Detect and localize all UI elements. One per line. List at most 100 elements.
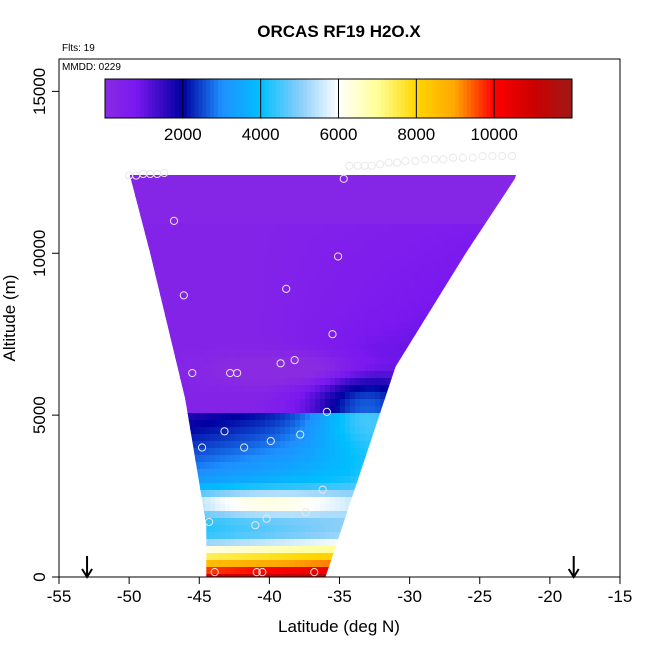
heat-cell — [325, 413, 331, 421]
heat-cell — [300, 483, 306, 491]
heat-cell — [440, 259, 446, 267]
heat-cell — [320, 245, 326, 253]
heat-cell — [150, 448, 156, 456]
heat-cell — [520, 399, 522, 407]
heat-cell — [200, 336, 206, 344]
heat-cell — [230, 448, 236, 456]
heat-cell — [175, 287, 181, 295]
heat-cell — [385, 343, 391, 351]
heat-cell — [390, 490, 396, 498]
heat-cell — [215, 280, 221, 288]
heat-cell — [440, 469, 446, 477]
heat-cell — [450, 427, 456, 435]
heat-cell — [520, 175, 522, 183]
heat-cell — [360, 490, 366, 498]
heat-cell — [385, 553, 391, 561]
heat-cell — [190, 518, 196, 526]
heat-cell — [190, 357, 196, 365]
heat-cell — [410, 560, 416, 568]
heat-cell — [510, 308, 516, 316]
heat-cell — [140, 182, 146, 190]
heat-cell — [175, 392, 181, 400]
heat-cell — [325, 266, 331, 274]
heat-cell — [380, 371, 386, 379]
heat-cell — [325, 252, 331, 260]
heat-cell — [480, 301, 486, 309]
heat-cell — [445, 252, 451, 260]
heat-cell — [265, 420, 271, 428]
heat-cell — [520, 511, 522, 519]
heat-cell — [455, 462, 461, 470]
heat-cell — [235, 420, 241, 428]
heat-cell — [215, 392, 221, 400]
heat-cell — [450, 203, 456, 211]
heat-cell — [255, 357, 261, 365]
flight-point — [488, 152, 497, 161]
heat-cell — [240, 406, 246, 414]
heat-cell — [475, 567, 481, 575]
heat-cell — [295, 329, 301, 337]
heat-cell — [355, 469, 361, 477]
heat-cell — [285, 294, 291, 302]
heat-cell — [165, 357, 171, 365]
heat-cell — [175, 483, 181, 491]
heat-cell — [505, 483, 511, 491]
colorbar-cell — [252, 79, 258, 118]
heat-cell — [200, 364, 206, 372]
heat-cell — [390, 567, 396, 575]
heat-cell — [460, 315, 466, 323]
heat-cell — [515, 385, 521, 393]
heat-cell — [180, 385, 186, 393]
heat-cell — [405, 518, 411, 526]
heat-cell — [360, 574, 366, 577]
heat-cell — [420, 294, 426, 302]
heat-cell — [155, 266, 161, 274]
heat-cell — [170, 406, 176, 414]
heat-cell — [230, 567, 236, 575]
heat-cell — [250, 385, 256, 393]
heat-cell — [135, 420, 141, 428]
heat-cell — [360, 343, 366, 351]
heat-cell — [440, 567, 446, 575]
heat-cell — [205, 322, 211, 330]
heat-cell — [270, 448, 276, 456]
heat-cell — [390, 371, 396, 379]
heat-cell — [320, 294, 326, 302]
heat-cell — [430, 196, 436, 204]
heat-cell — [390, 525, 396, 533]
heat-cell — [425, 301, 431, 309]
heat-cell — [255, 483, 261, 491]
heat-cell — [320, 441, 326, 449]
heat-cell — [340, 371, 346, 379]
heat-cell — [165, 399, 171, 407]
heat-cell — [235, 511, 241, 519]
heat-cell — [310, 567, 316, 575]
heat-cell — [200, 504, 206, 512]
heat-cell — [165, 175, 171, 183]
heat-cell — [515, 189, 521, 197]
heat-cell — [240, 336, 246, 344]
heat-cell — [320, 273, 326, 281]
heat-cell — [385, 434, 391, 442]
heat-cell — [330, 518, 336, 526]
heat-cell — [280, 371, 286, 379]
heat-cell — [315, 259, 321, 267]
heat-cell — [380, 343, 386, 351]
heat-cell — [370, 462, 376, 470]
heat-cell — [280, 175, 286, 183]
heat-cell — [370, 497, 376, 505]
heat-cell — [445, 175, 451, 183]
heat-cell — [420, 182, 426, 190]
heat-cell — [200, 315, 206, 323]
flight-point — [507, 152, 517, 161]
heat-cell — [370, 483, 376, 491]
heat-cell — [285, 546, 291, 554]
heat-cell — [165, 490, 171, 498]
heat-cell — [145, 259, 151, 267]
heat-cell — [145, 343, 151, 351]
heat-cell — [460, 224, 466, 232]
heat-cell — [165, 567, 171, 575]
heat-cell — [350, 539, 356, 547]
heat-cell — [150, 245, 156, 253]
